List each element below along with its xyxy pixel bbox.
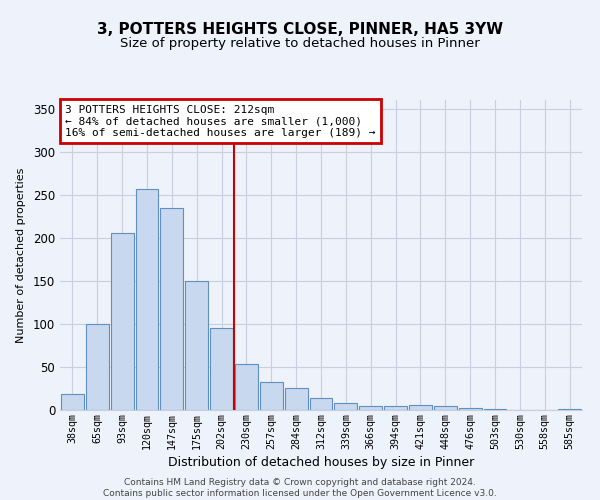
Text: 3, POTTERS HEIGHTS CLOSE, PINNER, HA5 3YW: 3, POTTERS HEIGHTS CLOSE, PINNER, HA5 3Y… [97, 22, 503, 38]
Bar [334, 403, 357, 410]
Bar [210, 328, 233, 410]
Bar [434, 406, 457, 410]
Bar [409, 405, 432, 410]
Bar [459, 408, 482, 410]
Bar [86, 324, 109, 410]
Y-axis label: Number of detached properties: Number of detached properties [16, 168, 26, 342]
Bar [384, 406, 407, 410]
Bar [61, 394, 84, 410]
Text: Size of property relative to detached houses in Pinner: Size of property relative to detached ho… [120, 38, 480, 51]
Bar [235, 364, 258, 410]
Bar [111, 234, 134, 410]
Bar [359, 406, 382, 410]
Bar [285, 388, 308, 410]
X-axis label: Distribution of detached houses by size in Pinner: Distribution of detached houses by size … [168, 456, 474, 468]
Text: Contains HM Land Registry data © Crown copyright and database right 2024.
Contai: Contains HM Land Registry data © Crown c… [103, 478, 497, 498]
Bar [260, 382, 283, 410]
Bar [558, 409, 581, 410]
Bar [160, 208, 183, 410]
Bar [185, 281, 208, 410]
Bar [310, 398, 332, 410]
Text: 3 POTTERS HEIGHTS CLOSE: 212sqm
← 84% of detached houses are smaller (1,000)
16%: 3 POTTERS HEIGHTS CLOSE: 212sqm ← 84% of… [65, 104, 376, 138]
Bar [484, 409, 506, 410]
Bar [136, 188, 158, 410]
